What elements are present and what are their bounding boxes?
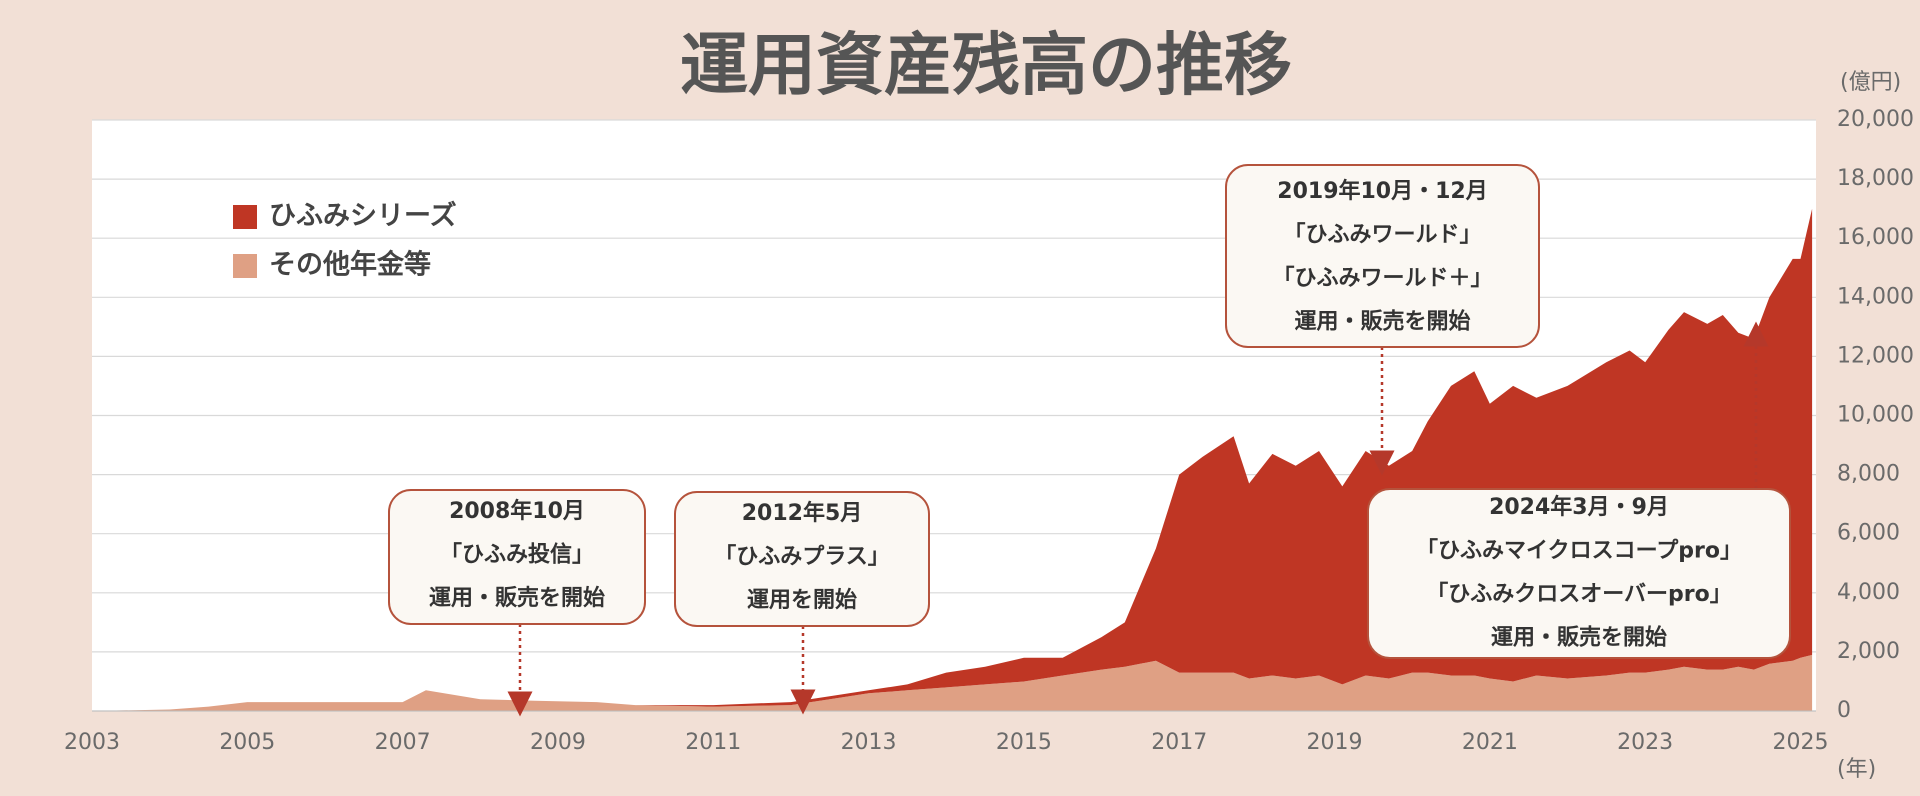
annotation-text: 運用・販売を開始 <box>1294 309 1470 335</box>
annotation-box <box>674 491 930 627</box>
legend-swatch <box>233 205 257 229</box>
annotation-box <box>388 489 646 625</box>
x-axis-unit: (年) <box>1837 757 1876 782</box>
x-tick-label: 2021 <box>1462 730 1518 755</box>
x-tick-label: 2019 <box>1307 730 1363 755</box>
y-axis-unit: (億円) <box>1840 70 1901 95</box>
annotation-text: 「ひふみ投信」 <box>440 542 594 568</box>
y-tick-label: 8,000 <box>1837 462 1900 487</box>
x-tick-label: 2007 <box>375 730 431 755</box>
y-tick-label: 14,000 <box>1837 284 1914 309</box>
area <box>92 654 1813 711</box>
annotation-text: 「ひふみマイクロスコープpro」 <box>1416 539 1742 564</box>
annotation-text: 「ひふみワールド」 <box>1283 223 1481 248</box>
annotation-box <box>1367 488 1791 659</box>
chart-title: 運用資産残高の推移 <box>680 27 1292 106</box>
annotation-text: 「ひふみクロスオーバーpro」 <box>1426 582 1732 607</box>
annotation-text: 運用を開始 <box>747 587 857 613</box>
annotation-text: 2019年10月・12月 <box>1277 178 1487 204</box>
y-tick-label: 4,000 <box>1837 580 1900 605</box>
x-tick-label: 2017 <box>1151 730 1207 755</box>
annotation-text: 「ひふみワールド＋」 <box>1272 266 1492 291</box>
x-tick-label: 2005 <box>219 730 275 755</box>
x-tick-label: 2013 <box>841 730 897 755</box>
x-tick-label: 2011 <box>685 730 741 755</box>
annotation-box <box>1225 164 1540 348</box>
annotation-text: 2008年10月 <box>449 498 585 524</box>
y-tick-label: 18,000 <box>1837 166 1914 191</box>
y-tick-label: 6,000 <box>1837 521 1900 546</box>
legend-swatch <box>233 254 257 278</box>
x-tick-label: 2009 <box>530 730 586 755</box>
x-tick-label: 2025 <box>1772 730 1828 755</box>
x-tick-label: 2023 <box>1617 730 1673 755</box>
annotation-text: 運用・販売を開始 <box>429 585 605 611</box>
x-tick-label: 2003 <box>64 730 120 755</box>
legend-label: ひふみシリーズ <box>269 200 457 232</box>
legend-label: その他年金等 <box>269 249 431 281</box>
annotation-text: 運用・販売を開始 <box>1491 625 1667 651</box>
annotation-text: 「ひふみプラス」 <box>714 545 890 570</box>
y-tick-label: 10,000 <box>1837 403 1914 428</box>
y-tick-label: 2,000 <box>1837 639 1900 664</box>
y-tick-label: 0 <box>1837 698 1851 723</box>
x-tick-label: 2015 <box>996 730 1052 755</box>
y-tick-label: 20,000 <box>1837 107 1914 132</box>
annotation-text: 2012年5月 <box>742 500 863 526</box>
annotation-text: 2024年3月・9月 <box>1489 494 1669 520</box>
y-tick-label: 12,000 <box>1837 343 1914 368</box>
y-tick-label: 16,000 <box>1837 225 1914 250</box>
